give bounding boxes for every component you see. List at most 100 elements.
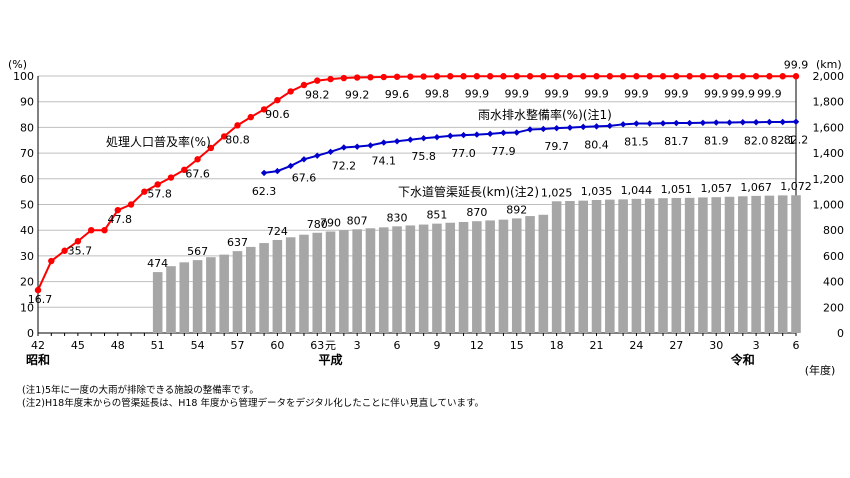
left-axis-tick-label: 80 <box>20 121 34 134</box>
sewerage-rate-label: 80.8 <box>225 133 250 146</box>
bar <box>312 232 323 333</box>
left-axis-tick-label: 10 <box>20 301 34 314</box>
sewerage-rate-label: 98.2 <box>305 89 330 102</box>
bar-value-label: 1,057 <box>700 182 732 195</box>
era-label: 昭和 <box>26 352 50 367</box>
era-label: 令和 <box>730 352 755 367</box>
bar <box>565 201 575 333</box>
x-tick-label: 54 <box>191 339 205 352</box>
left-axis-tick-label: 20 <box>20 276 34 289</box>
x-tick-label: 3 <box>753 339 760 352</box>
sewerage-rate-label: 67.6 <box>185 167 210 180</box>
bar <box>711 197 721 333</box>
rainwater-rate-point <box>659 120 667 127</box>
sewerage-rate-line <box>37 75 796 291</box>
bar <box>605 199 615 333</box>
right-axis-tick-label: 1,400 <box>813 147 845 160</box>
bar-value-label: 1,025 <box>541 186 573 199</box>
sewerage-rate-point <box>114 206 121 214</box>
bar <box>378 227 389 333</box>
bar-value-label: 807 <box>347 214 368 227</box>
sewerage-rate-point <box>207 144 215 152</box>
rainwater-rate-label: 67.6 <box>292 171 317 184</box>
bar-value-label: 567 <box>187 245 208 258</box>
right-axis-tick-label: 1,600 <box>813 121 845 134</box>
sewerage-rate-label: 99.9 <box>544 87 569 100</box>
sewerage-rate-label: 99.9 <box>784 58 809 71</box>
x-tick-label: 18 <box>550 339 564 352</box>
bar <box>644 198 655 333</box>
bar <box>751 195 761 333</box>
rainwater-rate-point <box>433 133 441 141</box>
sewerage-rate-point <box>34 286 42 294</box>
bar-value-label: 1,035 <box>581 185 613 198</box>
left-axis-tick-label: 30 <box>20 250 34 263</box>
bar <box>658 198 668 333</box>
rainwater-rate-point <box>460 131 467 139</box>
sewerage-rate-point <box>779 73 786 80</box>
bar-value-label: 870 <box>466 206 487 219</box>
right-axis-tick-label: 2,000 <box>813 70 845 83</box>
bar <box>472 221 482 333</box>
bar-value-label: 724 <box>267 225 288 238</box>
sewerage-rate-point <box>486 73 494 80</box>
rainwater-rate-label: 82.0 <box>744 134 769 147</box>
bar <box>511 218 522 333</box>
sewerage-rate-point <box>739 73 747 80</box>
x-tick-label: 21 <box>590 339 604 352</box>
sewerage-rate-point <box>593 73 600 80</box>
left-axis-tick-label: 60 <box>20 173 34 186</box>
rainwater-rate-point <box>260 169 268 177</box>
bar <box>352 229 362 333</box>
sewerage-rate-point <box>673 73 680 80</box>
bar <box>299 234 309 333</box>
x-axis-unit: (年度) <box>805 363 836 377</box>
sewerage-rate-label: 57.8 <box>147 187 172 200</box>
sewerage-rate-point <box>580 73 587 80</box>
rainwater-rate-point <box>500 129 507 136</box>
sewerage-rate-point <box>513 73 520 80</box>
rainwater-rate-point <box>287 162 294 170</box>
sewerage-rate-point <box>353 74 361 81</box>
rainwater-rate-point <box>726 119 733 126</box>
rainwater-rate-point <box>473 131 481 138</box>
sewerage-rate-label: 99.9 <box>704 87 729 100</box>
x-tick-label: 57 <box>230 339 244 352</box>
sewerage-rate-point <box>606 73 614 80</box>
rainwater-rate-point <box>646 120 653 127</box>
rainwater-rate-label: 80.4 <box>584 138 609 151</box>
sewerage-rate-point <box>61 247 68 254</box>
sewerage-rate-label: 16.7 <box>28 293 53 306</box>
series-title-rainwater-rate: 雨水排水整備率(%)(注1) <box>478 107 612 122</box>
bar <box>777 195 788 333</box>
sewerage-rate-point <box>234 122 241 129</box>
x-tick-label: 45 <box>71 339 85 352</box>
sewerage-rate-point <box>726 73 733 80</box>
x-tick-label: 24 <box>629 339 643 352</box>
sewerage-rate-point <box>367 74 374 81</box>
bar-value-label: 830 <box>387 211 408 224</box>
rainwater-rate-point <box>606 122 614 130</box>
rainwater-rate-label: 81.5 <box>624 136 649 149</box>
bar-value-label: 892 <box>506 203 527 216</box>
bar <box>738 196 748 333</box>
bar <box>206 257 216 333</box>
sewerage-rate-point <box>101 227 108 234</box>
sewerage-rate-point <box>220 133 228 140</box>
x-tick-label: 3 <box>354 339 361 352</box>
bar <box>285 237 296 333</box>
rainwater-rate-point <box>540 125 547 133</box>
rainwater-rate-point <box>327 148 334 156</box>
rainwater-rate-point <box>380 139 387 146</box>
x-tick-label: 60 <box>270 339 284 352</box>
bar <box>166 266 176 333</box>
rainwater-rate-point <box>420 134 427 142</box>
sewerage-rate-label: 99.9 <box>664 87 689 100</box>
rainwater-rate-point <box>739 119 747 126</box>
sewerage-rate-point <box>766 73 773 80</box>
bar <box>339 230 349 333</box>
sewerage-rate-point <box>260 106 268 113</box>
sewerage-rate-point <box>194 156 201 163</box>
left-axis-tick-label: 0 <box>27 327 34 340</box>
rainwater-rate-point <box>407 136 414 143</box>
